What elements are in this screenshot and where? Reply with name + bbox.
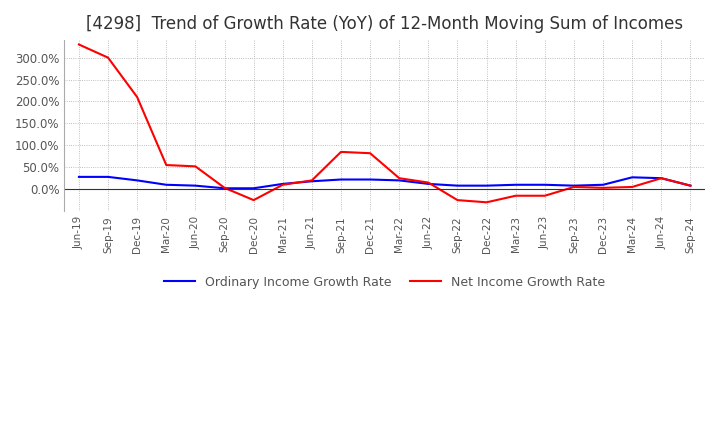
Net Income Growth Rate (162, 162, 171, 168)
Ordinary Income Growth Rate (511, 182, 520, 187)
Ordinary Income Growth Rate (162, 182, 171, 187)
Net Income Growth Rate (337, 149, 346, 154)
Ordinary Income Growth Rate (307, 179, 316, 184)
Net Income Growth Rate (482, 200, 491, 205)
Ordinary Income Growth Rate (395, 178, 404, 183)
Ordinary Income Growth Rate (628, 175, 636, 180)
Net Income Growth Rate (541, 193, 549, 198)
Net Income Growth Rate (75, 42, 84, 47)
Ordinary Income Growth Rate (453, 183, 462, 188)
Title: [4298]  Trend of Growth Rate (YoY) of 12-Month Moving Sum of Incomes: [4298] Trend of Growth Rate (YoY) of 12-… (86, 15, 683, 33)
Line: Net Income Growth Rate: Net Income Growth Rate (79, 44, 690, 202)
Net Income Growth Rate (249, 198, 258, 203)
Net Income Growth Rate (599, 185, 608, 191)
Ordinary Income Growth Rate (570, 183, 578, 188)
Ordinary Income Growth Rate (279, 181, 287, 187)
Ordinary Income Growth Rate (424, 181, 433, 187)
Ordinary Income Growth Rate (249, 186, 258, 191)
Ordinary Income Growth Rate (104, 174, 112, 180)
Ordinary Income Growth Rate (337, 177, 346, 182)
Ordinary Income Growth Rate (75, 174, 84, 180)
Net Income Growth Rate (628, 184, 636, 190)
Net Income Growth Rate (424, 180, 433, 185)
Net Income Growth Rate (191, 164, 199, 169)
Net Income Growth Rate (453, 198, 462, 203)
Ordinary Income Growth Rate (191, 183, 199, 188)
Legend: Ordinary Income Growth Rate, Net Income Growth Rate: Ordinary Income Growth Rate, Net Income … (158, 271, 611, 294)
Ordinary Income Growth Rate (657, 176, 666, 181)
Ordinary Income Growth Rate (541, 182, 549, 187)
Ordinary Income Growth Rate (599, 182, 608, 187)
Ordinary Income Growth Rate (133, 178, 142, 183)
Net Income Growth Rate (657, 176, 666, 181)
Ordinary Income Growth Rate (686, 183, 695, 188)
Net Income Growth Rate (220, 185, 229, 191)
Ordinary Income Growth Rate (220, 186, 229, 191)
Net Income Growth Rate (133, 95, 142, 100)
Net Income Growth Rate (104, 55, 112, 60)
Ordinary Income Growth Rate (366, 177, 374, 182)
Net Income Growth Rate (511, 193, 520, 198)
Ordinary Income Growth Rate (482, 183, 491, 188)
Net Income Growth Rate (395, 176, 404, 181)
Net Income Growth Rate (307, 178, 316, 183)
Net Income Growth Rate (686, 183, 695, 188)
Net Income Growth Rate (366, 150, 374, 156)
Net Income Growth Rate (279, 182, 287, 187)
Net Income Growth Rate (570, 184, 578, 190)
Line: Ordinary Income Growth Rate: Ordinary Income Growth Rate (79, 177, 690, 188)
